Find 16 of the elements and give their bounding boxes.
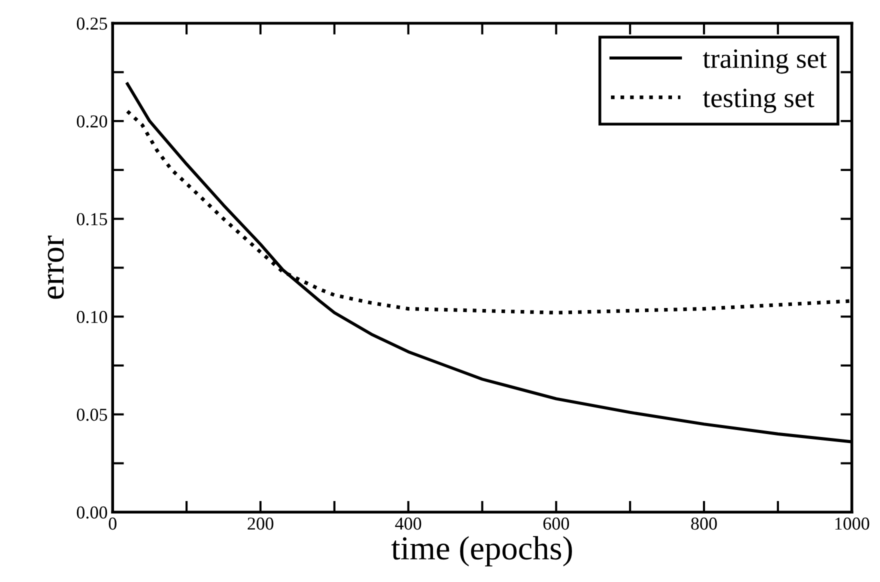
x-tick-label: 200	[248, 518, 274, 530]
x-axis-title: time (epochs)	[391, 536, 572, 566]
y-axis-title: error	[48, 236, 64, 299]
y-tick-label: 0.20	[76, 115, 108, 128]
y-tick-label: 0.05	[76, 408, 108, 421]
x-tick-label: 0	[108, 518, 116, 530]
x-tick-label: 400	[395, 518, 422, 530]
y-tick-label: 0.25	[76, 18, 108, 30]
legend-label: testing set	[702, 88, 814, 114]
y-tick-label: 0.00	[76, 506, 108, 519]
legend-label: training set	[702, 49, 827, 74]
x-tick-label: 800	[691, 518, 717, 530]
x-tick-label: 1000	[835, 518, 870, 530]
y-tick-label: 0.15	[76, 213, 108, 226]
x-tick-label: 600	[543, 518, 570, 530]
y-tick-label: 0.10	[76, 310, 108, 324]
